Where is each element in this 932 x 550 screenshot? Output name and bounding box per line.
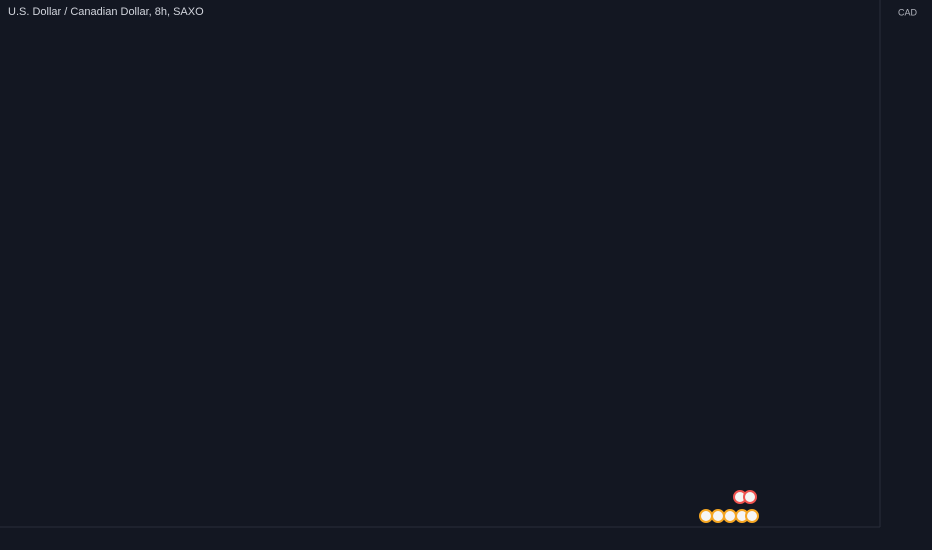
chart-title: U.S. Dollar / Canadian Dollar, 8h, SAXO xyxy=(8,6,204,18)
event-icons xyxy=(699,490,759,523)
currency-label: CAD xyxy=(898,7,918,17)
